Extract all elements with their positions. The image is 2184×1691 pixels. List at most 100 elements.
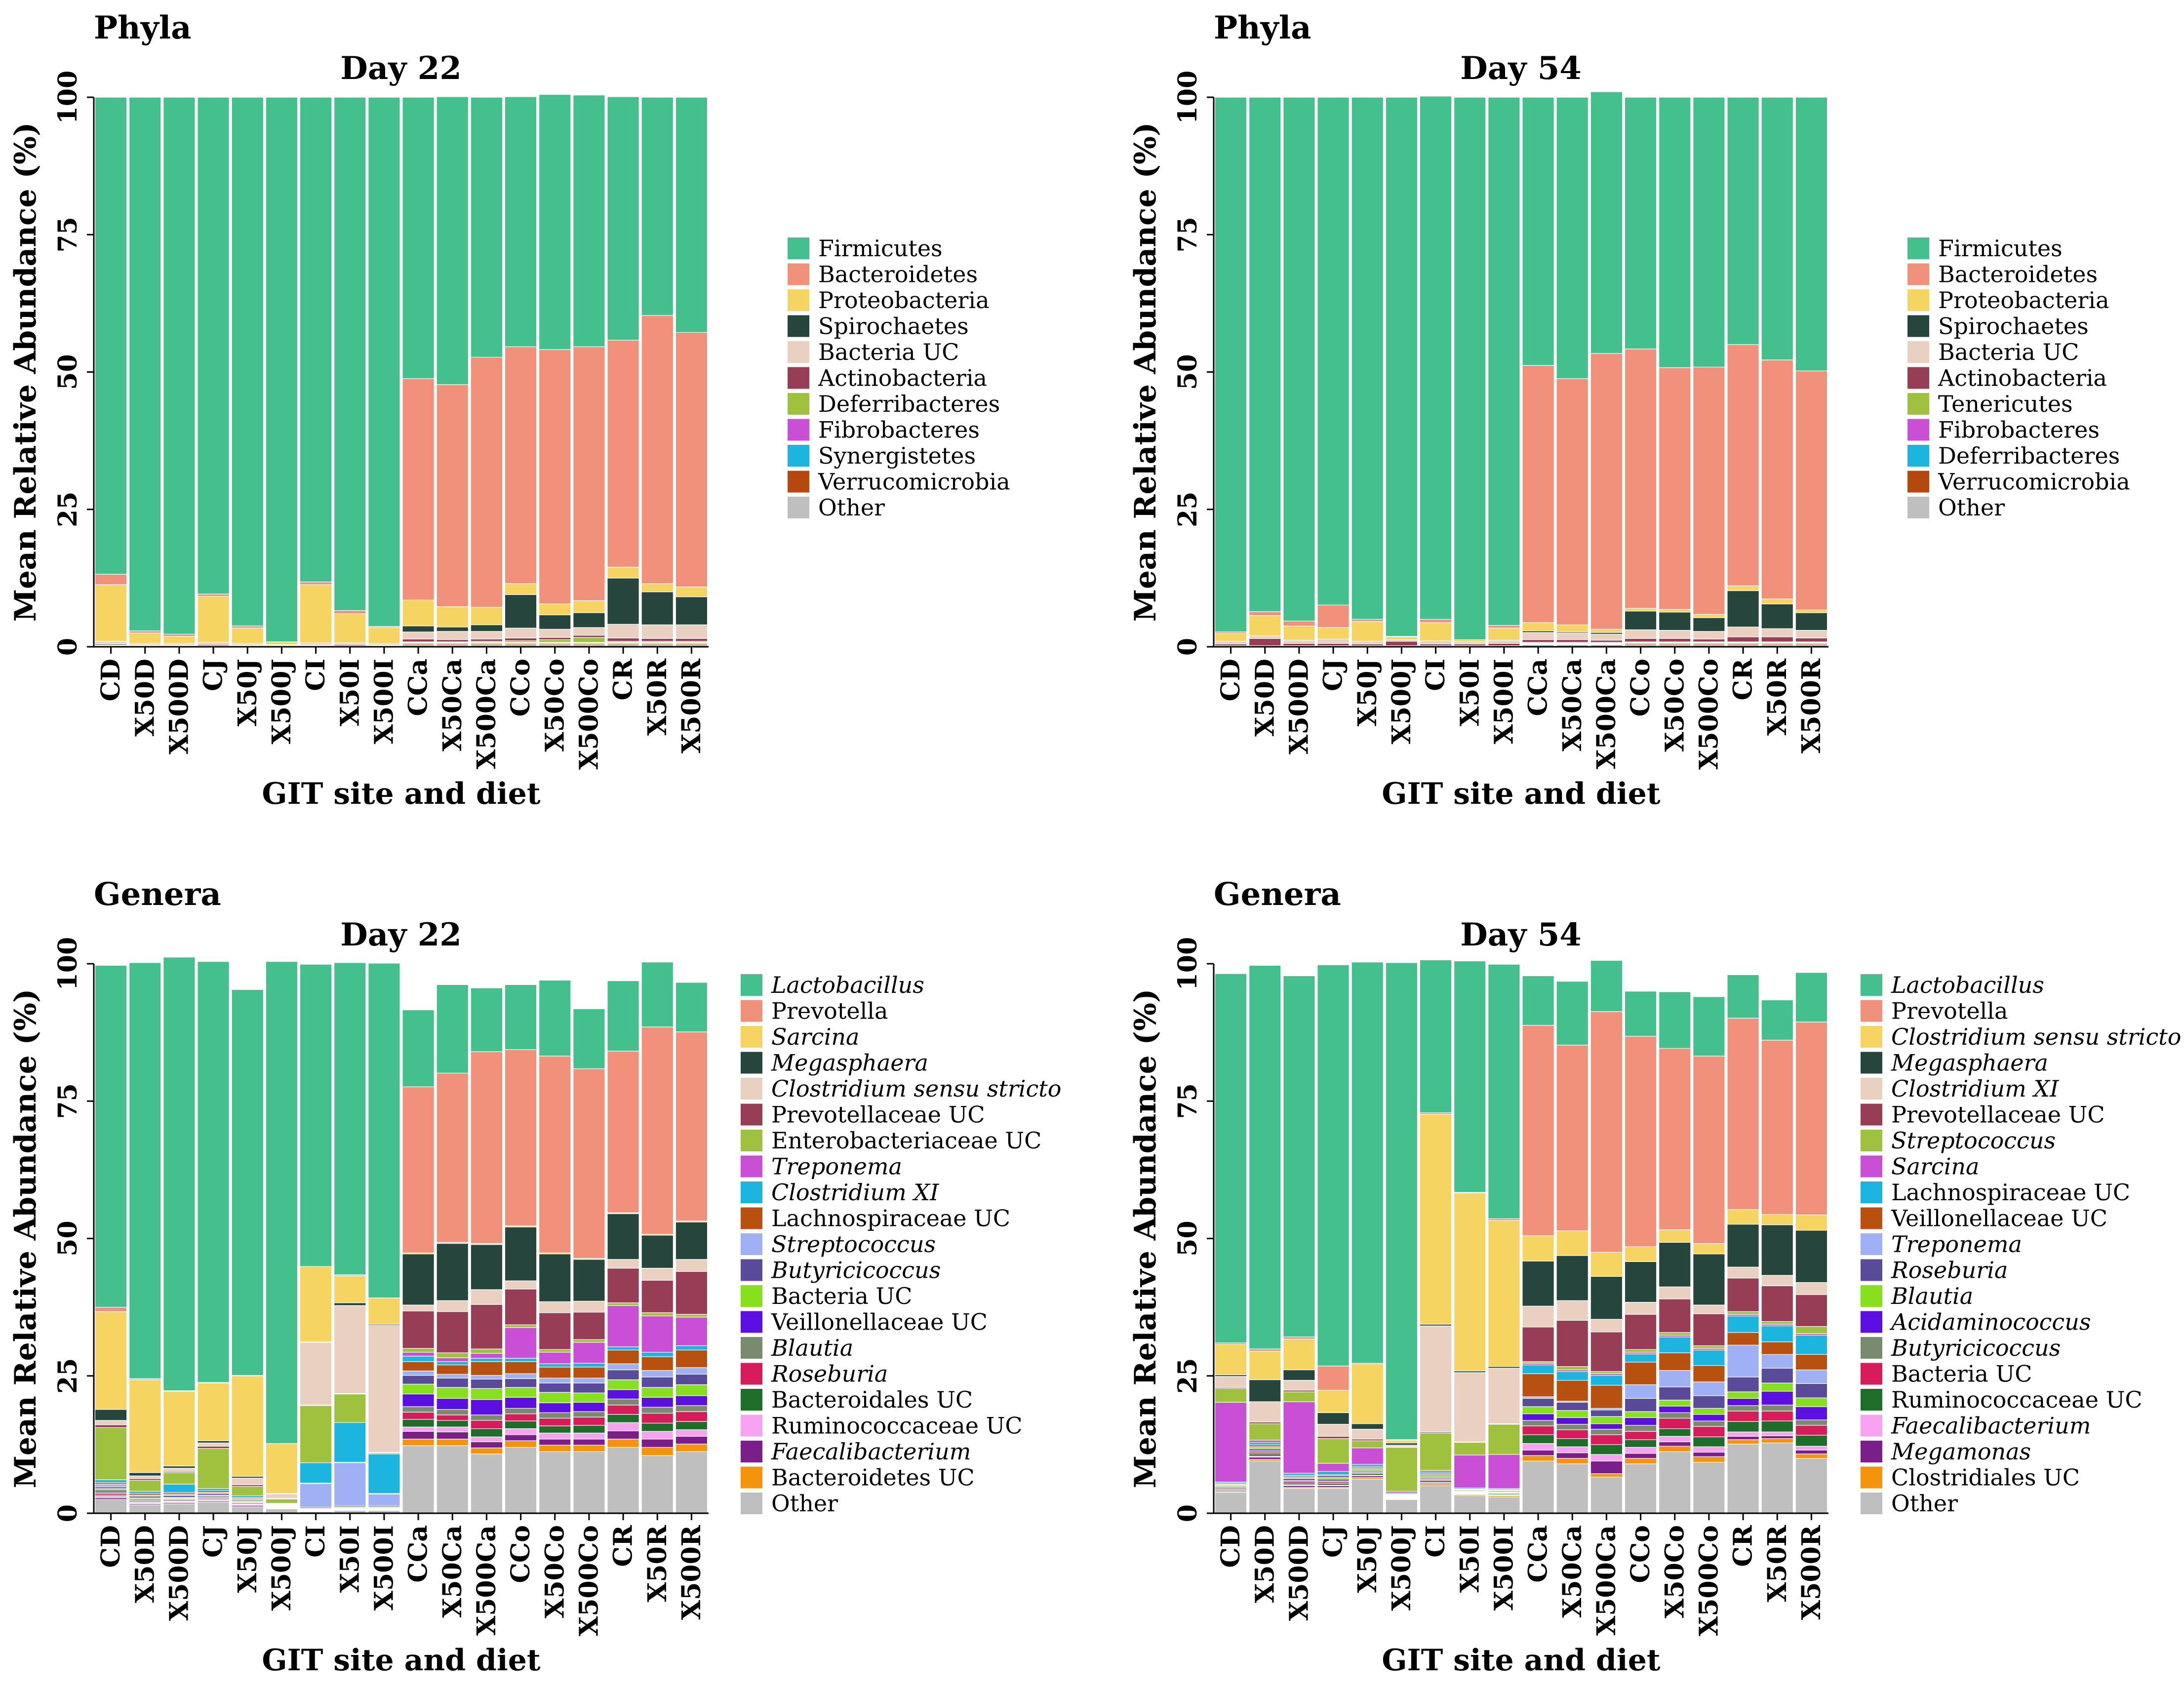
legend-label-18: Faecalibacterium (771, 1438, 971, 1465)
bar-segment-X50R-10 (641, 1370, 674, 1377)
legend-swatch-6 (1907, 393, 1929, 415)
bar-segment-X500R-17 (675, 1221, 708, 1260)
bar-segment-X500R-12 (675, 1345, 708, 1351)
bar-segment-CCo-5 (504, 637, 537, 641)
legend-swatch-16 (741, 1389, 762, 1411)
bar-segment-X500R-3 (1795, 1446, 1828, 1451)
bar-segment-CD-20 (1214, 973, 1247, 1343)
bar-segment-X50Co-5 (1658, 638, 1691, 642)
bar-segment-X50Ca-17 (436, 1243, 469, 1301)
bar-segment-X500Co-14 (573, 1339, 605, 1343)
x-tick-label-X500Co: X500Co (1694, 1525, 1724, 1636)
bar-segment-CD-10 (1214, 97, 1247, 632)
bar-segment-X50J-8 (1351, 621, 1384, 642)
legend-swatch-4 (1861, 1078, 1882, 1100)
legend-swatch-8 (741, 1181, 762, 1203)
bar-segment-X50Co-19 (538, 1056, 571, 1254)
bar-segment-CCo-7 (504, 594, 537, 629)
legend-label-5: Prevotellaceae UC (1891, 1101, 2105, 1128)
bar-segment-X50R-10 (1761, 1354, 1794, 1369)
bar-segment-X500D-12 (1283, 1473, 1315, 1476)
bar-segment-X50Co-3 (1658, 1436, 1691, 1442)
x-tick-label-X500I: X500I (369, 659, 399, 744)
x-tick-label-X500D: X500D (164, 1525, 194, 1621)
bar-segment-X500R-13 (675, 1317, 708, 1346)
bar-segment-X50D-20 (128, 962, 161, 1379)
bar-segment-CR-3 (607, 1422, 639, 1431)
bar-segment-CR-7 (1727, 590, 1759, 628)
bar-segment-X500Co-8 (1693, 614, 1725, 618)
x-tick-label-X500I: X500I (1489, 659, 1519, 744)
y-tick-label: 75 (53, 1083, 83, 1119)
bar-segment-X500R-6 (1795, 1419, 1828, 1426)
bar-segment-X500Ca-5 (1590, 1434, 1623, 1445)
bar-segment-X50Ca-10 (436, 96, 469, 385)
legend-swatch-18 (1861, 1441, 1882, 1462)
bar-segment-CI-12 (299, 1462, 332, 1484)
bar-segment-CCo-4 (1624, 1439, 1657, 1448)
x-tick-label-X500J: X500J (1387, 659, 1417, 745)
bar-segment-X50Co-6 (1658, 630, 1691, 639)
bar-segment-CCa-1 (402, 1439, 435, 1446)
x-tick-label-X50D: X50D (130, 659, 160, 737)
bar-segment-X50Ca-12 (436, 1361, 469, 1366)
bar-segment-X500R-3 (675, 1429, 708, 1437)
bar-segment-X500D-18 (163, 1391, 196, 1466)
bar-segment-X500R-7 (1795, 1406, 1828, 1420)
bar-segment-X50Co-1 (538, 1445, 571, 1452)
bar-segment-CR-6 (1727, 627, 1759, 637)
bar-segment-X500Ca-18 (1590, 1252, 1623, 1277)
bar-segment-X500R-2 (1795, 1450, 1828, 1455)
x-tick-label-X50Co: X50Co (1660, 659, 1690, 752)
bar-segment-CCo-9 (504, 1378, 537, 1388)
bar-segment-X50I-17 (333, 1302, 366, 1306)
bar-segment-X500D-19 (1283, 1337, 1315, 1339)
bar-segment-CD-19 (94, 1307, 127, 1312)
bar-segment-X50J-9 (231, 626, 264, 629)
bar-segment-X500Ca-2 (470, 1441, 503, 1449)
bar-segment-CD-18 (1214, 1344, 1247, 1376)
legend-swatch-9 (788, 471, 809, 493)
bar-segment-X50Ca-20 (436, 984, 469, 1074)
bar-segment-CCa-4 (402, 1419, 435, 1427)
legend-swatch-11 (1861, 1259, 1882, 1281)
x-tick-label-X50Ca: X50Ca (437, 1525, 468, 1618)
bar-segment-X50Ca-5 (1556, 1429, 1589, 1439)
x-axis-label: GIT site and diet (1382, 777, 1660, 811)
bar-segment-X500J-0 (1385, 1499, 1418, 1514)
x-tick-label-X500R: X500R (676, 1525, 707, 1620)
legend-swatch-0 (1907, 237, 1929, 259)
bar-segment-X500R-12 (1795, 1335, 1828, 1355)
bar-segment-X50I-10 (333, 97, 366, 611)
bar-segment-X500Ca-6 (470, 1415, 503, 1421)
x-tick-label-CR: CR (608, 1525, 638, 1567)
legend-swatch-8 (1907, 445, 1929, 467)
bar-segment-X50Ca-11 (1556, 1380, 1589, 1402)
bar-segment-CCo-10 (1624, 97, 1657, 350)
bar-segment-CCo-13 (504, 1327, 537, 1359)
bar-segment-X500Ca-19 (1590, 1011, 1623, 1253)
bar-segment-CCa-6 (1522, 632, 1554, 640)
legend-label-12: Bacteria UC (771, 1283, 912, 1309)
bar-segment-CI-14 (299, 1405, 332, 1463)
bar-segment-X500Ca-17 (470, 1244, 503, 1290)
bar-segment-X50Ca-3 (436, 1426, 469, 1432)
x-axis-label: GIT site and diet (262, 1643, 540, 1678)
bar-segment-CR-14 (1727, 1311, 1759, 1315)
bar-segment-X50Ca-9 (436, 384, 469, 607)
bar-segment-X50Co-9 (1658, 367, 1691, 610)
bar-segment-CR-1 (1727, 1439, 1759, 1445)
bar-segment-X500Ca-7 (470, 1399, 503, 1416)
bar-segment-X50Co-17 (538, 1254, 571, 1302)
bar-segment-CD-16 (94, 1420, 127, 1425)
bar-segment-X500Ca-12 (1590, 1375, 1623, 1386)
bar-segment-X500I-14 (1488, 1424, 1520, 1455)
bar-segment-CR-3 (1727, 1431, 1759, 1437)
bar-segment-CR-12 (607, 1346, 639, 1351)
bar-segment-CCa-7 (402, 626, 435, 632)
bar-segment-X50Ca-9 (1556, 378, 1589, 626)
legend-swatch-13 (741, 1311, 762, 1333)
bar-segment-CCo-12 (1624, 1353, 1657, 1363)
bar-segment-CR-1 (607, 1439, 639, 1448)
x-tick-label-X500I: X500I (369, 1525, 399, 1611)
